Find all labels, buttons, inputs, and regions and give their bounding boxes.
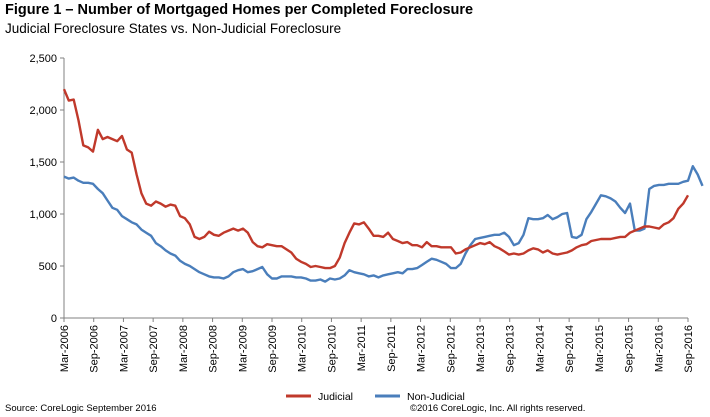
copyright-note: ©2016 CoreLogic, Inc. All rights reserve… (410, 403, 586, 414)
y-tick-label: 1,500 (29, 157, 57, 169)
x-tick-label: Sep-2016 (683, 325, 695, 373)
series-line-judicial (62, 88, 690, 270)
x-tick-label: Sep-2011 (386, 325, 398, 372)
x-tick-label: Sep-2010 (326, 325, 338, 373)
x-tick-label: Mar-2008 (178, 325, 190, 372)
chart-title: Figure 1 – Number of Mortgaged Homes per… (5, 2, 474, 18)
y-tick-label: 2,500 (29, 53, 57, 65)
x-tick-label: Mar-2010 (297, 325, 309, 372)
y-tick-label: 0 (51, 313, 57, 325)
x-tick-label: Sep-2013 (505, 325, 517, 373)
x-tick-label: Sep-2012 (445, 325, 457, 373)
x-tick-label: Mar-2011 (356, 325, 368, 371)
y-axis: 0 500 1,000 1,500 2,000 2,500 (29, 53, 65, 325)
x-tick-label: Sep-2008 (208, 325, 220, 373)
x-tick-label: Mar-2012 (416, 325, 428, 372)
x-tick-label: Sep-2006 (89, 325, 101, 373)
y-tick-label: 2,000 (29, 105, 57, 117)
legend-label-non-judicial: Non-Judicial (407, 391, 465, 403)
x-tick-label: Mar-2006 (59, 325, 71, 372)
x-tick-label: Mar-2016 (653, 325, 665, 372)
x-tick-label: Mar-2014 (534, 325, 546, 372)
legend-label-judicial: Judicial (318, 391, 353, 403)
x-tick-label: Sep-2009 (267, 325, 279, 373)
y-tick-label: 1,000 (29, 209, 57, 221)
chart-subtitle: Judicial Foreclosure States vs. Non-Judi… (5, 21, 342, 36)
y-tick-label: 500 (39, 261, 57, 273)
series-line-non-judicial (63, 164, 704, 283)
x-axis: Mar-2006 Sep-2006 Mar-2007 Sep-2007 Mar-2008… (59, 317, 695, 373)
x-tick-label: Mar-2009 (237, 325, 249, 372)
x-tick-label: Sep-2015 (624, 325, 636, 373)
legend: Judicial Non-Judicial (286, 391, 465, 403)
x-tick-label: Sep-2007 (148, 325, 160, 373)
x-tick-label: Mar-2015 (594, 325, 606, 372)
series-lines (62, 88, 704, 283)
x-tick-label: Mar-2007 (118, 325, 130, 372)
x-tick-label: Mar-2013 (475, 325, 487, 372)
x-tick-label: Sep-2014 (564, 325, 576, 373)
source-note: Source: CoreLogic September 2016 (5, 403, 157, 414)
